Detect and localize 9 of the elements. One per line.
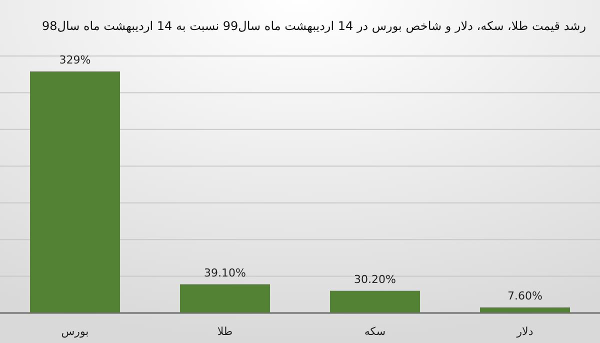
data-label: 39.10% xyxy=(204,266,246,280)
x-tick-label: سکه xyxy=(364,325,386,338)
x-tick-label: بورس xyxy=(61,325,89,338)
data-label: 329% xyxy=(59,53,91,66)
chart-title: رشد قیمت طلا، سکه، دلار و شاخص بورس در 14 اردیبهشت ماه سال99 نسبت به 14 اردیبهشت ماه سال98 xyxy=(42,19,586,33)
x-tick-label: دلار xyxy=(516,325,534,338)
x-tick-label: طلا xyxy=(217,325,233,338)
data-label: 7.60% xyxy=(508,289,542,302)
data-label: 30.20% xyxy=(354,272,396,286)
